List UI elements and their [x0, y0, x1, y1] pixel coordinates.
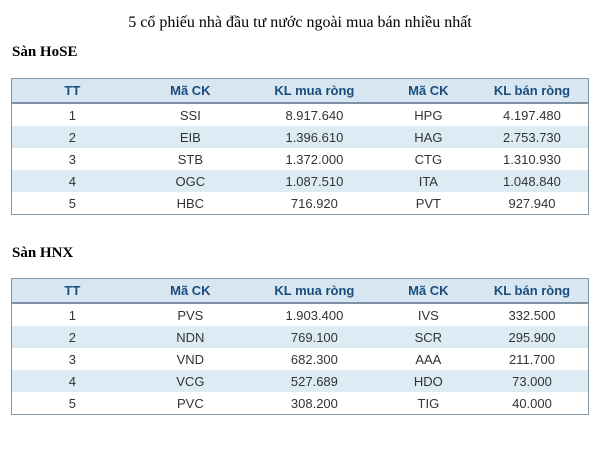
cell-sell-code: CTG [414, 151, 443, 167]
cell-sell-code: HAG [380, 126, 476, 148]
table-row: 2 EIB 1.396.610 HAG 2.753.730 [11, 126, 589, 148]
column-header-buy-code: Mã CK [132, 78, 249, 104]
cell-tt: 4 [11, 370, 133, 392]
column-header-buy-volume: KL mua ròng [248, 278, 381, 304]
cell-buy-code: OGC [132, 170, 249, 192]
cell-sell-volume: 1.048.840 [475, 170, 589, 192]
section-heading-hnx: Sàn HNX [12, 245, 74, 261]
cell-sell-code: ITA [380, 170, 476, 192]
cell-sell-volume: 4.197.480 [503, 107, 561, 123]
cell-buy-code: PVC [176, 395, 204, 411]
column-header-sell-volume: KL bán ròng [475, 278, 589, 304]
column-header-tt: TT [11, 278, 133, 304]
cell-sell-code: PVT [415, 195, 441, 211]
page-title: 5 cổ phiếu nhà đầu tư nước ngoài mua bán… [128, 14, 472, 31]
column-header-sell-code: Mã CK [380, 78, 476, 104]
cell-sell-code: HPG [414, 107, 443, 123]
stocks-table-hnx: TT Mã CK KL mua ròng Mã CK KL bán ròng 1… [11, 278, 589, 415]
column-header-sell-code: Mã CK [380, 278, 476, 304]
cell-buy-code: VND [176, 351, 205, 367]
cell-sell-volume: 1.310.930 [503, 151, 561, 167]
cell-buy-volume: 716.920 [290, 195, 338, 211]
table-row: 5 PVC 308.200 TIG 40.000 [12, 392, 589, 415]
column-header-sell-volume: KL bán ròng [475, 78, 589, 104]
table-row: 1 PVS 1.903.400 IVS 332.500 [12, 303, 589, 326]
cell-tt: 1 [68, 307, 76, 323]
cell-sell-volume: 2.753.730 [475, 126, 589, 148]
cell-buy-code: SSI [179, 107, 201, 123]
table-row: 4 VCG 527.689 HDO 73.000 [11, 370, 589, 392]
table-row: 2 NDN 769.100 SCR 295.900 [11, 326, 589, 348]
table-header-row: TT Mã CK KL mua ròng Mã CK KL bán ròng [11, 78, 589, 104]
cell-buy-volume: 682.300 [290, 351, 338, 367]
section-heading-hose: Sàn HoSE [12, 44, 78, 60]
cell-sell-code: HDO [380, 370, 476, 392]
cell-buy-code: STB [177, 151, 203, 167]
cell-tt: 4 [11, 170, 133, 192]
cell-buy-volume: 308.200 [290, 395, 338, 411]
cell-buy-volume: 769.100 [248, 326, 381, 348]
column-header-buy-code: Mã CK [132, 278, 249, 304]
cell-sell-code: TIG [417, 395, 440, 411]
cell-sell-volume: 332.500 [508, 307, 556, 323]
cell-sell-volume: 927.940 [508, 195, 556, 211]
cell-sell-volume: 73.000 [475, 370, 589, 392]
cell-tt: 3 [68, 151, 76, 167]
column-header-tt: TT [11, 78, 133, 104]
cell-buy-code: HBC [176, 195, 205, 211]
column-header-buy-volume: KL mua ròng [248, 78, 381, 104]
cell-buy-code: VCG [132, 370, 249, 392]
cell-sell-code: SCR [380, 326, 476, 348]
cell-buy-code: PVS [177, 307, 204, 323]
cell-buy-volume: 1.372.000 [285, 151, 344, 167]
cell-sell-volume: 295.900 [475, 326, 589, 348]
table-row: 4 OGC 1.087.510 ITA 1.048.840 [11, 170, 589, 192]
table-row: 3 VND 682.300 AAA 211.700 [12, 348, 589, 370]
cell-sell-volume: 211.700 [508, 351, 555, 367]
table-header-row: TT Mã CK KL mua ròng Mã CK KL bán ròng [11, 278, 589, 304]
cell-tt: 3 [68, 351, 76, 367]
cell-buy-volume: 1.396.610 [248, 126, 381, 148]
cell-tt: 5 [68, 395, 76, 411]
cell-tt: 5 [68, 195, 76, 211]
table-row: 3 STB 1.372.000 CTG 1.310.930 [12, 148, 589, 170]
cell-buy-volume: 1.903.400 [285, 307, 344, 323]
cell-sell-volume: 40.000 [512, 395, 552, 411]
table-row: 5 HBC 716.920 PVT 927.940 [12, 192, 589, 215]
cell-buy-code: EIB [132, 126, 249, 148]
cell-sell-code: AAA [415, 351, 442, 367]
cell-tt: 2 [11, 326, 133, 348]
cell-buy-volume: 527.689 [248, 370, 381, 392]
cell-buy-volume: 8.917.640 [285, 107, 344, 123]
cell-buy-code: NDN [132, 326, 249, 348]
cell-sell-code: IVS [417, 307, 439, 323]
table-row: 1 SSI 8.917.640 HPG 4.197.480 [12, 103, 589, 126]
cell-tt: 2 [11, 126, 133, 148]
cell-tt: 1 [68, 107, 76, 123]
cell-buy-volume: 1.087.510 [248, 170, 381, 192]
stocks-table-hose: TT Mã CK KL mua ròng Mã CK KL bán ròng 1… [11, 78, 589, 215]
